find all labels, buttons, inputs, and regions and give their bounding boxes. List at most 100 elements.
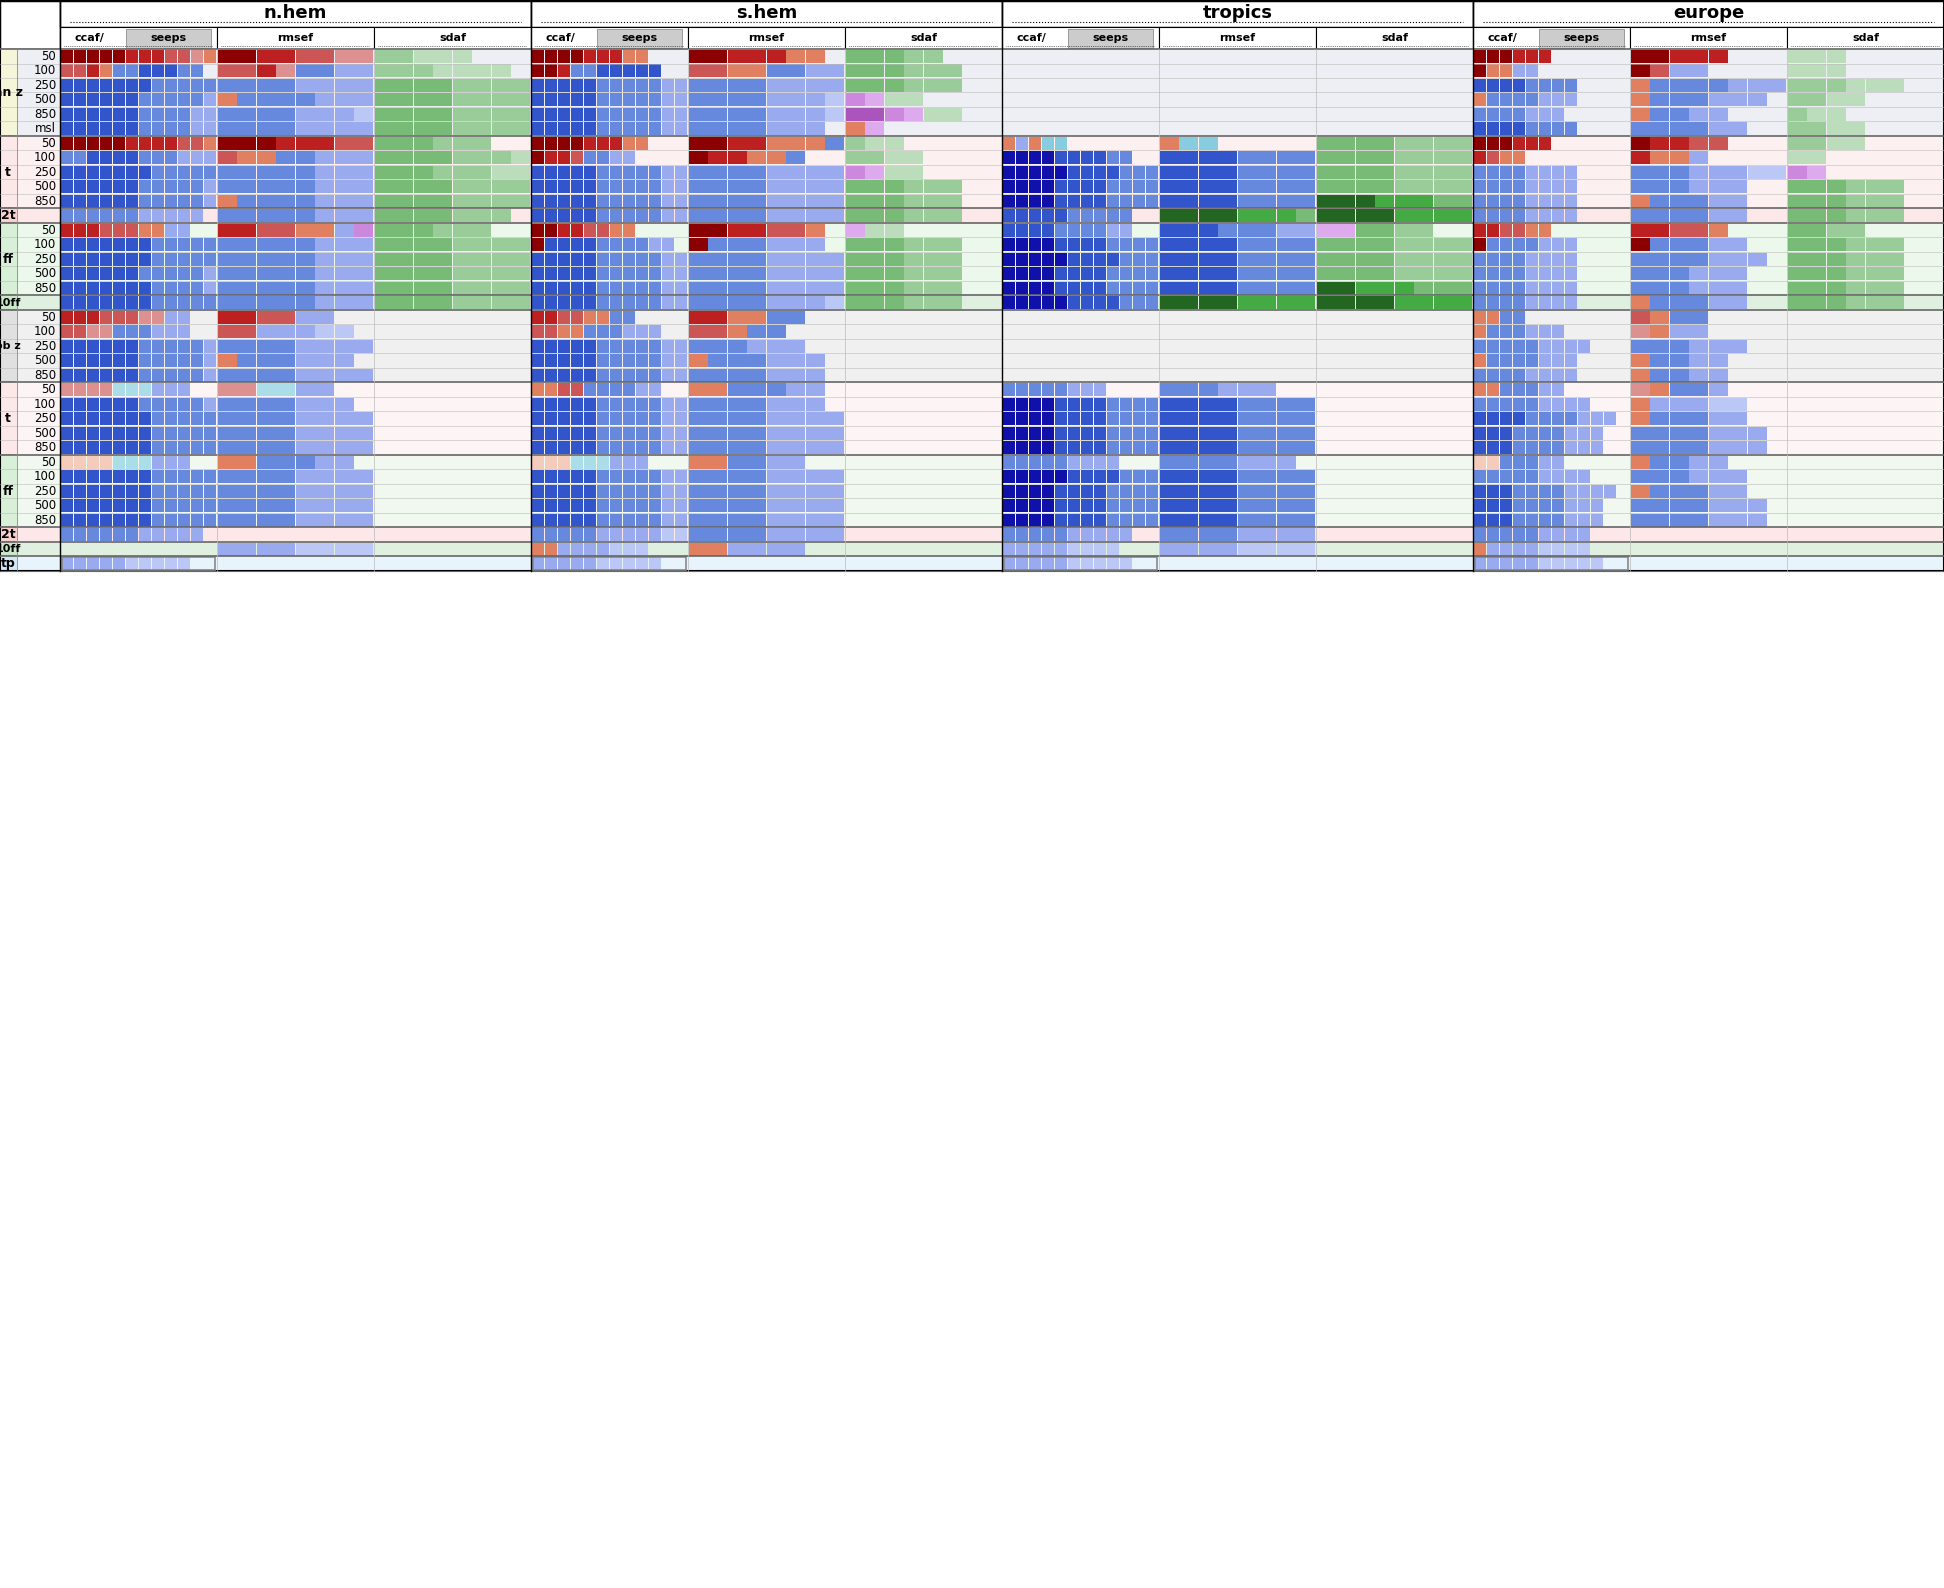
Bar bbox=[1094, 383, 1106, 395]
Bar bbox=[295, 108, 315, 121]
Bar bbox=[1374, 297, 1394, 310]
Bar bbox=[295, 399, 315, 411]
Bar bbox=[1106, 210, 1120, 222]
Bar bbox=[649, 399, 661, 411]
Bar bbox=[1161, 543, 1178, 556]
Bar bbox=[60, 65, 74, 78]
Bar bbox=[472, 224, 492, 237]
Bar bbox=[1551, 340, 1565, 353]
Bar bbox=[544, 195, 558, 208]
Bar bbox=[492, 210, 511, 222]
Bar bbox=[1297, 543, 1316, 556]
Bar bbox=[826, 283, 844, 295]
Bar bbox=[60, 252, 74, 265]
Bar bbox=[204, 151, 216, 164]
Bar bbox=[610, 65, 622, 78]
Bar bbox=[1629, 27, 1787, 49]
Bar bbox=[74, 165, 86, 178]
Bar bbox=[354, 297, 373, 310]
Bar bbox=[1180, 470, 1198, 483]
Bar bbox=[826, 137, 844, 149]
Bar bbox=[434, 297, 453, 310]
Bar bbox=[885, 165, 904, 178]
Bar bbox=[572, 151, 583, 164]
Bar bbox=[1540, 283, 1551, 295]
Bar bbox=[152, 297, 163, 310]
Bar bbox=[191, 499, 204, 511]
Bar bbox=[295, 340, 315, 353]
Bar bbox=[1106, 441, 1120, 454]
Bar bbox=[649, 557, 661, 570]
Bar bbox=[315, 151, 334, 164]
Bar bbox=[787, 252, 805, 265]
Bar bbox=[708, 543, 727, 556]
Bar bbox=[663, 108, 675, 121]
Bar bbox=[1145, 297, 1159, 310]
Text: 10ff: 10ff bbox=[0, 545, 21, 554]
Bar bbox=[1487, 252, 1499, 265]
Bar bbox=[649, 297, 661, 310]
Bar bbox=[1316, 283, 1336, 295]
Bar bbox=[531, 65, 544, 78]
Bar bbox=[649, 383, 661, 395]
Bar bbox=[165, 311, 177, 324]
Bar bbox=[375, 210, 393, 222]
Bar bbox=[1487, 165, 1499, 178]
Bar bbox=[1258, 427, 1277, 440]
Bar bbox=[1199, 165, 1217, 178]
Bar bbox=[1709, 49, 1728, 62]
Bar bbox=[1670, 311, 1689, 324]
Bar bbox=[1808, 165, 1825, 178]
Bar bbox=[1474, 94, 1485, 106]
Bar bbox=[746, 165, 766, 178]
Bar bbox=[99, 529, 113, 542]
Bar bbox=[865, 195, 885, 208]
Bar bbox=[727, 252, 746, 265]
Bar bbox=[1487, 441, 1499, 454]
Bar bbox=[1565, 238, 1577, 251]
Bar bbox=[1015, 543, 1028, 556]
Bar bbox=[1415, 181, 1433, 194]
Bar bbox=[1081, 456, 1093, 468]
Bar bbox=[1454, 238, 1472, 251]
Bar bbox=[807, 383, 824, 395]
Bar bbox=[165, 65, 177, 78]
Bar bbox=[636, 137, 647, 149]
Bar bbox=[885, 137, 904, 149]
Bar bbox=[1709, 470, 1728, 483]
Bar bbox=[1499, 65, 1512, 78]
Bar bbox=[708, 529, 727, 542]
Bar bbox=[1650, 340, 1670, 353]
Bar bbox=[1526, 499, 1538, 511]
Bar bbox=[572, 383, 583, 395]
Bar bbox=[257, 368, 276, 381]
Bar bbox=[787, 224, 805, 237]
Bar bbox=[558, 413, 570, 426]
Bar bbox=[204, 413, 216, 426]
Bar bbox=[583, 65, 597, 78]
Bar bbox=[610, 470, 622, 483]
Bar bbox=[1003, 399, 1015, 411]
Bar bbox=[0, 267, 1944, 281]
Bar bbox=[746, 383, 766, 395]
Bar bbox=[531, 181, 544, 194]
Bar bbox=[572, 267, 583, 279]
Bar bbox=[1670, 94, 1689, 106]
Bar bbox=[138, 515, 152, 527]
Bar bbox=[766, 210, 785, 222]
Bar bbox=[99, 515, 113, 527]
Bar bbox=[1238, 181, 1256, 194]
Bar bbox=[649, 499, 661, 511]
Bar bbox=[218, 543, 237, 556]
Bar bbox=[1526, 456, 1538, 468]
Bar bbox=[1258, 238, 1277, 251]
Text: 850: 850 bbox=[33, 515, 56, 527]
Bar bbox=[315, 427, 334, 440]
Bar bbox=[334, 252, 354, 265]
Bar bbox=[1001, 27, 1159, 49]
Bar bbox=[74, 456, 86, 468]
Bar bbox=[1277, 413, 1297, 426]
Bar bbox=[1133, 297, 1145, 310]
Bar bbox=[1540, 165, 1551, 178]
Bar bbox=[1590, 499, 1604, 511]
